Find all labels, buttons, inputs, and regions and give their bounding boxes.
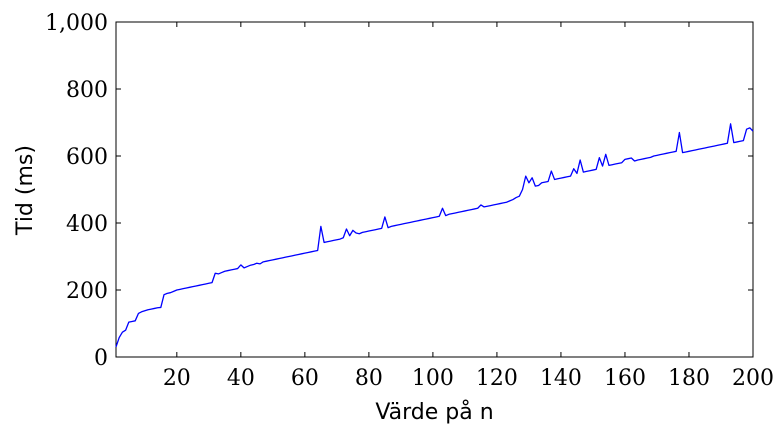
series-line bbox=[115, 123, 754, 348]
x-tick-label: 100 bbox=[412, 366, 454, 391]
plot-area-frame bbox=[115, 21, 754, 358]
x-tick-label: 180 bbox=[668, 366, 710, 391]
x-tick-label: 120 bbox=[476, 366, 518, 391]
x-tick-label: 200 bbox=[732, 366, 774, 391]
y-axis-title: Tid (ms) bbox=[13, 145, 38, 236]
x-tick-label: 140 bbox=[540, 366, 582, 391]
x-tick-label: 160 bbox=[604, 366, 646, 391]
y-tick-label: 200 bbox=[66, 279, 108, 304]
y-tick-label: 0 bbox=[94, 346, 108, 371]
y-tick-label: 400 bbox=[66, 212, 108, 237]
x-tick-label: 20 bbox=[163, 366, 191, 391]
y-tick-label: 800 bbox=[66, 78, 108, 103]
x-tick-labels: 20 40 60 80 100 120 140 160 180 200 bbox=[163, 366, 774, 391]
y-tick-label: 1,000 bbox=[45, 11, 108, 36]
axis-ticks bbox=[116, 21, 754, 358]
y-tick-label: 600 bbox=[66, 145, 108, 170]
x-tick-label: 40 bbox=[227, 366, 255, 391]
x-tick-label: 60 bbox=[291, 366, 319, 391]
x-axis-title: Värde på n bbox=[375, 399, 493, 425]
y-tick-labels: 0 200 400 600 800 1,000 bbox=[45, 11, 108, 371]
x-tick-label: 80 bbox=[355, 366, 383, 391]
